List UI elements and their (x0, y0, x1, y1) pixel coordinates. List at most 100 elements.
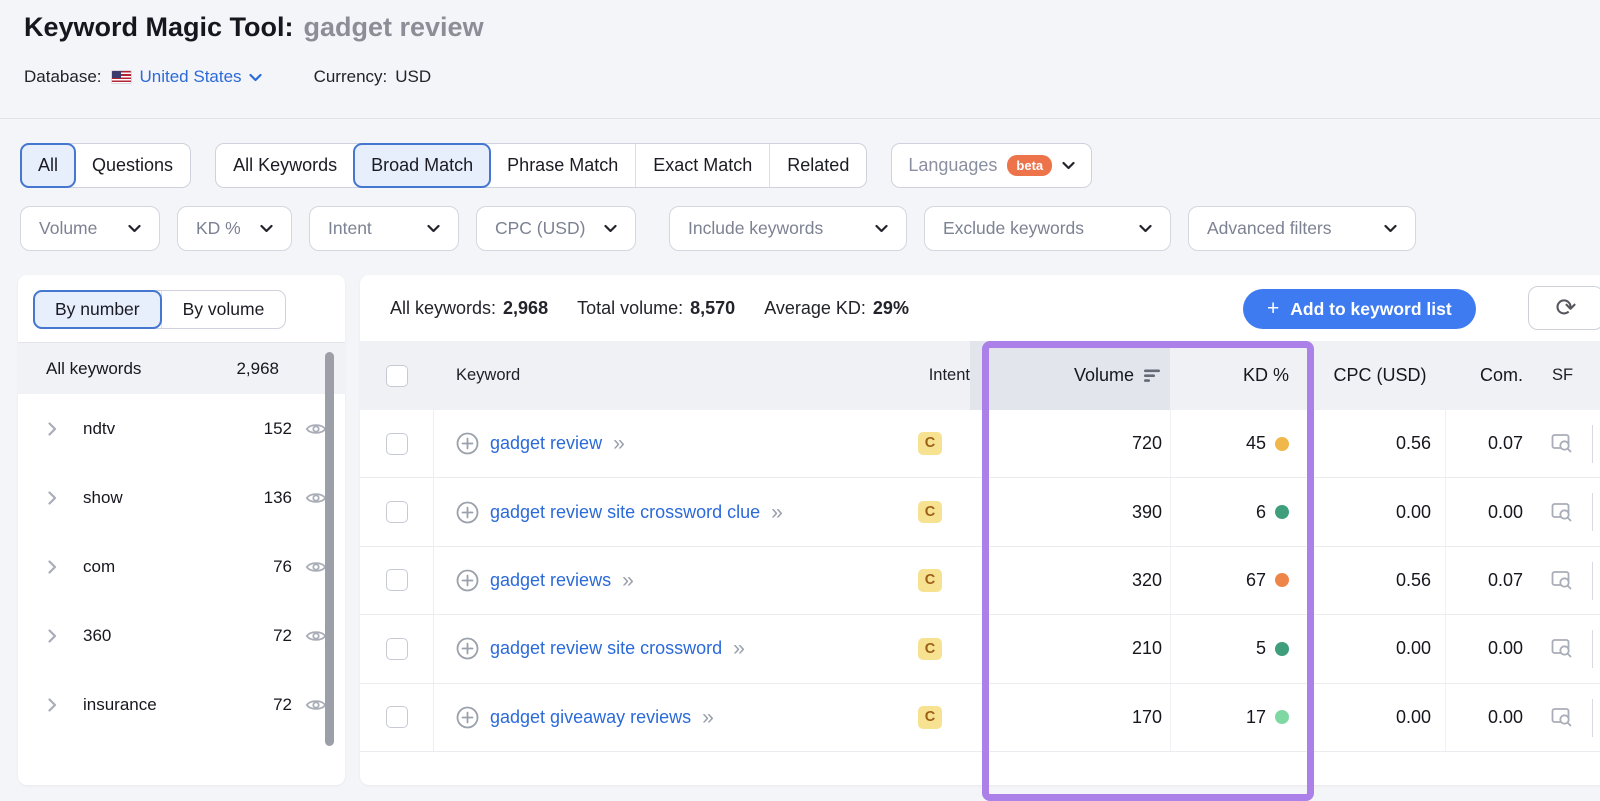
database-value: United States (139, 67, 242, 86)
expand-keyword-icon[interactable]: » (622, 568, 634, 592)
com-cell: 0.00 (1445, 683, 1535, 751)
eye-icon[interactable] (305, 697, 327, 713)
filter-volume[interactable]: Volume (20, 206, 160, 251)
keyword-link[interactable]: gadget review site crossword clue (490, 501, 761, 522)
header-keyword[interactable]: Keyword (456, 366, 521, 384)
add-circle-icon[interactable] (456, 501, 479, 524)
intent-badge-commercial: C (917, 637, 943, 661)
tab-questions[interactable]: Questions (92, 155, 174, 175)
filter-kd[interactable]: KD % (177, 206, 292, 251)
table-header: Keyword Intent Volume KD % CPC (USD) Com… (360, 341, 1600, 410)
row-checkbox[interactable] (385, 569, 408, 592)
kd-cell: 6 (1170, 478, 1315, 546)
cpc-cell: 0.00 (1395, 501, 1431, 522)
row-checkbox[interactable] (385, 706, 408, 729)
sidebar-scrollbar[interactable] (325, 352, 334, 746)
kd-cell: 67 (1170, 546, 1315, 615)
volume-cell: 320 (1131, 569, 1162, 590)
header-com[interactable]: Com. (1479, 365, 1523, 385)
eye-icon[interactable] (305, 490, 327, 506)
com-cell: 0.07 (1445, 546, 1535, 615)
tab-broad-match[interactable]: Broad Match (353, 143, 492, 188)
serp-features-icon[interactable] (1551, 638, 1574, 659)
header-kd[interactable]: KD % (1242, 365, 1289, 385)
filter-advanced[interactable]: Advanced filters (1188, 206, 1416, 251)
volume-cell: 720 (1131, 433, 1162, 454)
tab-by-number[interactable]: By number (33, 290, 162, 329)
sidebar-group-show[interactable]: show 136 (18, 463, 345, 532)
table-row: gadget review » C 720 45 0.56 0.07 (360, 410, 1600, 479)
keyword-link[interactable]: gadget review (490, 433, 603, 454)
header-divider (0, 118, 1600, 119)
serp-features-icon[interactable] (1551, 502, 1574, 523)
sort-descending-icon (1144, 369, 1162, 383)
com-cell: 0.00 (1445, 615, 1535, 683)
chevron-right-icon (48, 559, 57, 574)
chevron-down-icon (427, 224, 440, 233)
tool-title: Keyword Magic Tool: (24, 12, 294, 42)
serp-features-icon[interactable] (1551, 433, 1574, 454)
stat-total-volume: Total volume: 8,570 (577, 297, 736, 318)
row-checkbox[interactable] (385, 501, 408, 524)
add-to-keyword-list-button[interactable]: + Add to keyword list (1243, 289, 1476, 329)
header-cpc[interactable]: CPC (USD) (1333, 365, 1427, 385)
volume-cell: 390 (1131, 501, 1162, 522)
kd-difficulty-dot (1275, 436, 1289, 451)
add-circle-icon[interactable] (456, 432, 479, 455)
expand-keyword-icon[interactable]: » (771, 500, 783, 524)
tab-all-keywords[interactable]: All Keywords (233, 155, 338, 175)
currency-value: USD (395, 67, 432, 86)
page-title: Keyword Magic Tool: gadget review (24, 12, 484, 43)
add-circle-icon[interactable] (456, 706, 479, 729)
eye-icon[interactable] (305, 628, 327, 644)
eye-icon[interactable] (305, 559, 327, 575)
kd-difficulty-dot (1275, 641, 1289, 656)
filter-cpc[interactable]: CPC (USD) (476, 206, 636, 251)
select-all-checkbox[interactable] (386, 364, 408, 387)
expand-keyword-icon[interactable]: » (733, 637, 745, 661)
sidebar-group-360[interactable]: 360 72 (18, 601, 345, 670)
tab-phrase-match[interactable]: Phrase Match (507, 155, 619, 175)
partial-next-row (360, 751, 1600, 772)
keyword-link[interactable]: gadget review site crossword (490, 638, 723, 659)
row-checkbox[interactable] (385, 432, 408, 455)
currency-display: Currency: USD (314, 67, 432, 87)
keyword-groups-sidebar: By number By volume All keywords 2,968 n… (18, 275, 345, 785)
table-row: gadget review site crossword clue » C 39… (360, 478, 1600, 547)
chevron-down-icon (875, 224, 888, 233)
sidebar-group-ndtv[interactable]: ndtv 152 (18, 394, 345, 463)
kd-cell: 17 (1170, 683, 1315, 751)
languages-dropdown[interactable]: Languages beta (891, 143, 1093, 188)
add-circle-icon[interactable] (456, 569, 479, 592)
com-cell: 0.07 (1445, 410, 1535, 478)
serp-features-icon[interactable] (1551, 570, 1574, 591)
row-checkbox[interactable] (385, 637, 408, 660)
add-circle-icon[interactable] (456, 637, 479, 660)
tab-exact-match[interactable]: Exact Match (635, 144, 769, 187)
sidebar-group-insurance[interactable]: insurance 72 (18, 670, 345, 739)
table-row: gadget reviews » C 320 67 0.56 0.07 (360, 546, 1600, 616)
expand-keyword-icon[interactable]: » (613, 432, 625, 456)
header-intent[interactable]: Intent (928, 366, 970, 384)
filter-exclude-keywords[interactable]: Exclude keywords (924, 206, 1171, 251)
tab-all[interactable]: All (20, 143, 77, 188)
keyword-link[interactable]: gadget reviews (490, 569, 612, 590)
header-sf[interactable]: SF (1551, 366, 1574, 384)
keyword-link[interactable]: gadget giveaway reviews (490, 706, 692, 727)
cpc-cell: 0.56 (1395, 433, 1431, 454)
table-row: gadget giveaway reviews » C 170 17 0.00 … (360, 683, 1600, 752)
refresh-button[interactable]: ⟳ (1528, 286, 1600, 330)
expand-keyword-icon[interactable]: » (702, 705, 714, 729)
chevron-down-icon (128, 224, 141, 233)
eye-icon[interactable] (305, 421, 327, 437)
sidebar-item-all-keywords[interactable]: All keywords 2,968 (18, 342, 345, 394)
tab-by-volume[interactable]: By volume (160, 291, 286, 328)
kd-cell: 45 (1170, 410, 1315, 478)
tab-related[interactable]: Related (769, 144, 866, 187)
serp-features-icon[interactable] (1551, 707, 1574, 728)
header-volume[interactable]: Volume (970, 341, 1170, 410)
filter-intent[interactable]: Intent (309, 206, 459, 251)
sidebar-group-com[interactable]: com 76 (18, 532, 345, 601)
filter-include-keywords[interactable]: Include keywords (669, 206, 907, 251)
database-selector[interactable]: United States (140, 67, 262, 87)
